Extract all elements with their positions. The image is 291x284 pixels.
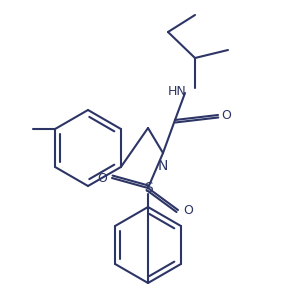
- Text: HN: HN: [168, 85, 186, 97]
- Text: O: O: [221, 108, 231, 122]
- Text: O: O: [97, 172, 107, 185]
- Text: S: S: [144, 181, 152, 195]
- Text: N: N: [158, 159, 168, 173]
- Text: O: O: [183, 204, 193, 216]
